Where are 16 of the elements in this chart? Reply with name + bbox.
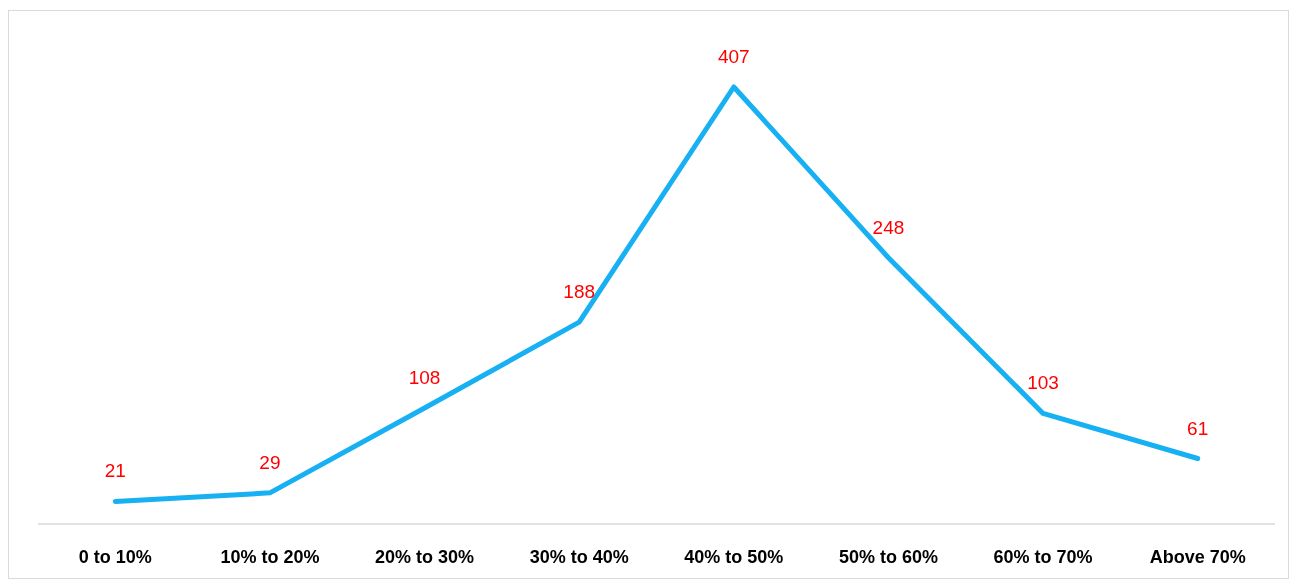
- x-tick-label: 20% to 30%: [375, 547, 475, 567]
- x-tick-label: 50% to 60%: [838, 547, 938, 567]
- x-tick-label: 40% to 50%: [684, 547, 784, 567]
- data-label: 61: [1187, 417, 1209, 439]
- x-tick-label: 30% to 40%: [529, 547, 629, 567]
- data-label: 108: [408, 367, 441, 389]
- x-tick-label: 10% to 20%: [220, 547, 320, 567]
- x-tick-label: 0 to 10%: [78, 547, 152, 567]
- data-label: 103: [1027, 372, 1059, 394]
- x-tick-label: 60% to 70%: [993, 547, 1093, 567]
- data-label: 407: [717, 46, 750, 67]
- x-tick-label: Above 70%: [1149, 547, 1246, 567]
- data-label: 248: [872, 216, 905, 238]
- data-label: 29: [259, 451, 281, 473]
- data-label: 188: [563, 281, 596, 303]
- data-label: 21: [104, 460, 126, 482]
